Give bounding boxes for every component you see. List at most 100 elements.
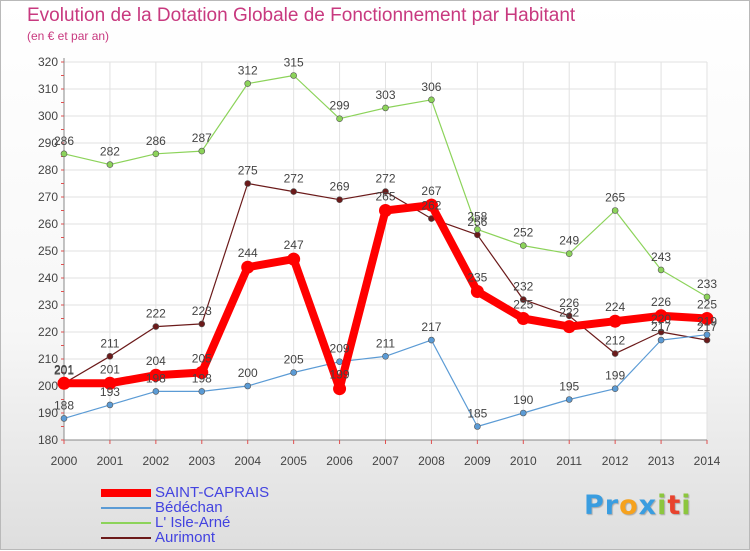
x-tick-label: 2014: [694, 454, 721, 468]
data-point: [152, 388, 160, 395]
data-point: [106, 161, 114, 168]
data-point: [474, 423, 481, 430]
data-point: [244, 80, 252, 87]
data-point: [244, 382, 252, 390]
data-label: 244: [238, 246, 258, 260]
legend-swatch: [101, 506, 151, 509]
y-tick-label: 190: [38, 406, 58, 420]
data-point: [57, 376, 71, 390]
data-label: 262: [421, 199, 441, 213]
data-point: [611, 350, 619, 357]
x-tick-label: 2011: [556, 454, 582, 468]
logo-letter: Pr: [584, 490, 620, 521]
chart-title: Evolution de la Dotation Globale de Fonc…: [27, 5, 576, 26]
data-label: 209: [330, 342, 350, 356]
data-label: 212: [605, 334, 625, 348]
data-point: [290, 188, 297, 195]
data-point: [103, 376, 117, 390]
data-label: 235: [467, 271, 487, 285]
y-tick-label: 300: [38, 109, 58, 123]
data-label: 275: [238, 164, 258, 178]
legend-label: Bédéchan: [155, 499, 223, 516]
data-label: 287: [192, 131, 212, 145]
y-tick-label: 230: [38, 298, 58, 312]
data-point: [198, 388, 206, 395]
proxiti-logo: Proxiti: [584, 490, 692, 521]
legend-item: Aurimont: [101, 530, 269, 545]
x-tick-label: 2004: [234, 454, 261, 468]
data-label: 299: [330, 99, 350, 113]
data-label: 217: [421, 320, 441, 334]
data-label: 249: [559, 234, 579, 248]
data-point: [290, 369, 297, 376]
data-point: [287, 252, 301, 266]
data-point: [519, 296, 527, 303]
data-point: [470, 285, 484, 298]
logo-letter: o: [619, 490, 639, 521]
data-label: 204: [146, 354, 166, 368]
data-point: [195, 366, 209, 379]
data-point: [565, 312, 573, 320]
y-tick-label: 290: [38, 136, 58, 150]
data-label: 267: [421, 184, 441, 198]
data-label: 272: [284, 172, 304, 186]
data-point: [382, 352, 389, 360]
data-label: 256: [467, 215, 487, 229]
data-label: 223: [192, 304, 212, 318]
data-label: 201: [54, 362, 74, 376]
data-point: [657, 336, 665, 344]
logo-letter: t: [667, 490, 682, 521]
data-point: [382, 188, 389, 195]
data-label: 306: [421, 80, 441, 94]
data-point: [562, 320, 576, 334]
legend-swatch: [101, 521, 151, 524]
y-tick-label: 250: [38, 244, 58, 258]
data-label: 272: [375, 172, 395, 186]
data-point: [611, 385, 619, 393]
legend: SAINT-CAPRAIS Bédéchan L' Isle-Arné Aurimon…: [101, 485, 269, 545]
data-point: [516, 312, 530, 325]
data-point: [241, 260, 255, 274]
legend-item: SAINT-CAPRAIS: [101, 485, 269, 500]
data-point: [519, 242, 527, 249]
logo-letter: i: [681, 490, 692, 521]
data-label: 312: [238, 64, 258, 78]
data-point: [152, 150, 160, 158]
data-point: [703, 331, 711, 339]
data-label: 201: [100, 362, 120, 376]
data-point: [336, 358, 343, 366]
data-label: 224: [605, 300, 625, 314]
data-label: 252: [513, 226, 533, 240]
data-point: [198, 147, 206, 155]
data-label: 225: [513, 298, 533, 312]
data-label: 265: [375, 190, 395, 204]
data-label: 188: [54, 398, 74, 412]
data-label: 193: [100, 385, 120, 399]
y-tick-label: 260: [38, 217, 58, 231]
data-label: 303: [375, 88, 395, 102]
x-tick-label: 2002: [143, 454, 170, 468]
data-label: 205: [192, 352, 212, 366]
x-tick-label: 2007: [372, 454, 399, 468]
data-label: 185: [467, 407, 487, 421]
y-tick-label: 240: [38, 271, 58, 285]
x-tick-label: 2008: [418, 454, 445, 468]
data-label: 243: [651, 250, 671, 264]
data-label: 198: [192, 371, 212, 385]
data-point: [382, 104, 389, 112]
data-label: 226: [559, 296, 579, 310]
legend-item: L' Isle-Arné: [101, 515, 269, 530]
data-label: 269: [330, 180, 350, 194]
x-tick-label: 2013: [648, 454, 675, 468]
data-point: [608, 314, 622, 328]
legend-label: Aurimont: [155, 529, 216, 546]
data-label: 190: [513, 393, 533, 407]
data-label: 217: [651, 320, 671, 334]
data-label: 195: [559, 380, 579, 394]
x-tick-label: 2006: [326, 454, 353, 468]
data-point: [657, 266, 665, 274]
y-tick-label: 310: [38, 82, 58, 96]
y-tick-label: 220: [38, 325, 58, 339]
data-point: [149, 368, 163, 382]
